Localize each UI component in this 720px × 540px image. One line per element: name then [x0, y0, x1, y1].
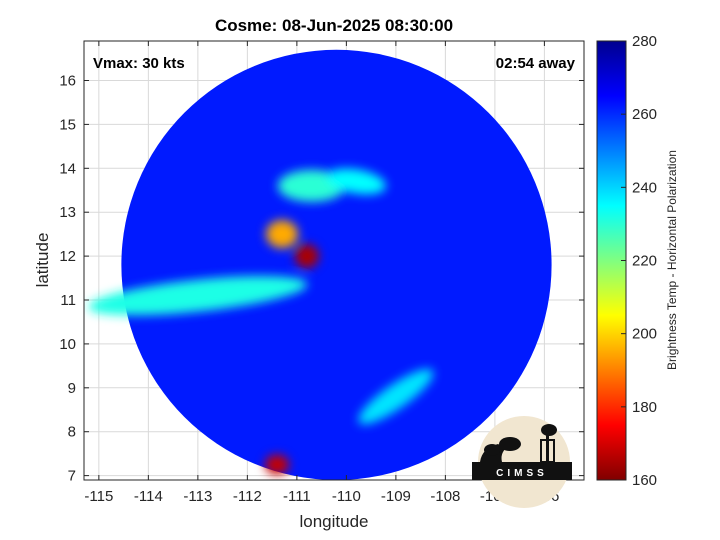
y-axis-label: latitude	[33, 233, 52, 288]
feature-inner-band	[266, 220, 299, 249]
y-tick-label: 11	[60, 292, 76, 309]
feature-southern-band	[358, 368, 434, 425]
x-axis-label: longitude	[299, 512, 368, 531]
colorbar-tick-label: 180	[632, 399, 657, 416]
feature-layer	[88, 168, 434, 475]
feature-band-east	[326, 168, 386, 195]
colorbar-tick-label: 220	[632, 253, 657, 270]
y-tick-label: 10	[59, 336, 76, 353]
colorbar-tick-label: 200	[632, 326, 657, 343]
colorbar-tick-label: 280	[632, 33, 657, 50]
x-tick-label: -112	[233, 488, 262, 505]
y-tick-label: 12	[59, 248, 76, 265]
x-tick-label: -113	[183, 488, 212, 505]
x-tick-label: -110	[332, 488, 361, 505]
y-tick-label: 16	[59, 73, 76, 90]
feature-storm-core	[294, 244, 319, 269]
x-tick-label: -115	[84, 488, 113, 505]
cimss-logo: CIMSS	[472, 416, 572, 508]
y-axis: 7 8 9 10 11 12 13 14 15 16	[59, 73, 584, 485]
y-tick-label: 9	[68, 380, 76, 397]
logo-text: CIMSS	[496, 468, 548, 479]
feature-southern-cell	[265, 454, 290, 475]
colorbar-tick-label: 240	[632, 179, 657, 196]
y-tick-label: 15	[59, 116, 76, 133]
plot-frame	[83, 40, 585, 481]
chart-title: Cosme: 08-Jun-2025 08:30:00	[215, 16, 453, 35]
feature-western-band	[88, 275, 308, 316]
swath-disk	[121, 49, 552, 480]
colorbar-ticks: 160 180 200 220 240 260 280	[621, 33, 657, 489]
time-away-annotation: 02:54 away	[496, 55, 576, 72]
x-tick-label: -108	[430, 488, 460, 505]
swath-layer	[88, 49, 552, 480]
y-tick-label: 14	[59, 160, 76, 177]
x-tick-label: -114	[134, 488, 163, 505]
y-tick-label: 7	[68, 468, 76, 485]
colorbar-tick-label: 160	[632, 472, 657, 489]
colorbar-label: Brightness Temp - Horizontal Polarizatio…	[665, 150, 679, 370]
colorbar-tick-label: 260	[632, 106, 657, 123]
vmax-annotation: Vmax: 30 kts	[93, 55, 185, 72]
y-tick-label: 8	[68, 424, 76, 441]
x-tick-label: -109	[381, 488, 411, 505]
y-tick-label: 13	[59, 204, 76, 221]
x-tick-label: -111	[283, 488, 311, 505]
